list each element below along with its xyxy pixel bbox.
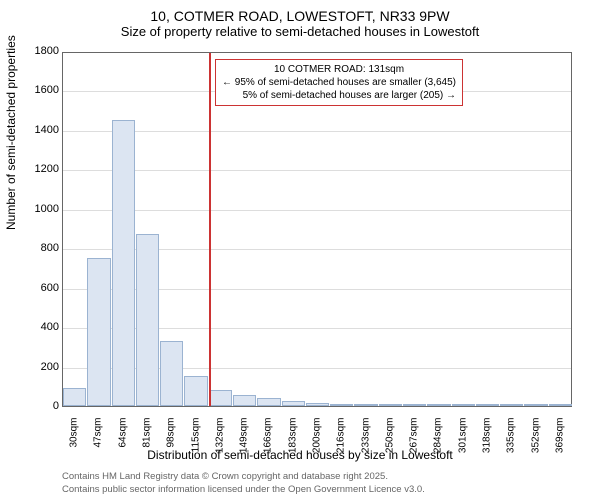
histogram-bar (257, 398, 280, 406)
y-tick-label: 800 (19, 242, 59, 254)
histogram-bar (427, 404, 450, 406)
x-axis-label: Distribution of semi-detached houses by … (0, 448, 600, 462)
y-tick-label: 1200 (19, 163, 59, 175)
chart-title-line2: Size of property relative to semi-detach… (0, 24, 600, 45)
histogram-bar (87, 258, 110, 406)
y-tick-label: 1000 (19, 203, 59, 215)
y-tick-label: 1600 (19, 84, 59, 96)
chart-title-line1: 10, COTMER ROAD, LOWESTOFT, NR33 9PW (0, 0, 600, 24)
y-tick-label: 1800 (19, 45, 59, 57)
histogram-bar (476, 404, 499, 406)
histogram-bar (354, 404, 377, 406)
y-tick-label: 600 (19, 282, 59, 294)
histogram-bar (184, 376, 207, 406)
histogram-bar (160, 341, 183, 406)
plot-area: 10 COTMER ROAD: 131sqm ← 95% of semi-det… (62, 52, 572, 407)
histogram-bar (500, 404, 523, 406)
histogram-bar (524, 404, 547, 406)
footer-line1: Contains HM Land Registry data © Crown c… (62, 471, 425, 483)
reference-line (209, 53, 211, 406)
histogram-bar (136, 234, 159, 406)
histogram-bar (330, 404, 353, 406)
y-tick-label: 400 (19, 321, 59, 333)
y-tick-label: 200 (19, 361, 59, 373)
histogram-bar (306, 403, 329, 406)
footer-attribution: Contains HM Land Registry data © Crown c… (62, 471, 425, 496)
y-tick-label: 0 (19, 400, 59, 412)
histogram-bar (452, 404, 475, 406)
annotation-line1: 10 COTMER ROAD: 131sqm (222, 63, 456, 76)
y-axis-label: Number of semi-detached properties (4, 35, 18, 230)
annotation-line3: 5% of semi-detached houses are larger (2… (222, 89, 456, 102)
histogram-bar (282, 401, 305, 406)
histogram-bar (403, 404, 426, 406)
histogram-bar (233, 395, 256, 406)
histogram-bar (63, 388, 86, 406)
annotation-line2: ← 95% of semi-detached houses are smalle… (222, 76, 456, 89)
footer-line2: Contains public sector information licen… (62, 484, 425, 496)
histogram-bar (379, 404, 402, 406)
histogram-bar (209, 390, 232, 406)
histogram-bar (112, 120, 135, 406)
histogram-bar (549, 404, 572, 406)
y-tick-label: 1400 (19, 124, 59, 136)
annotation-box: 10 COTMER ROAD: 131sqm ← 95% of semi-det… (215, 59, 463, 106)
